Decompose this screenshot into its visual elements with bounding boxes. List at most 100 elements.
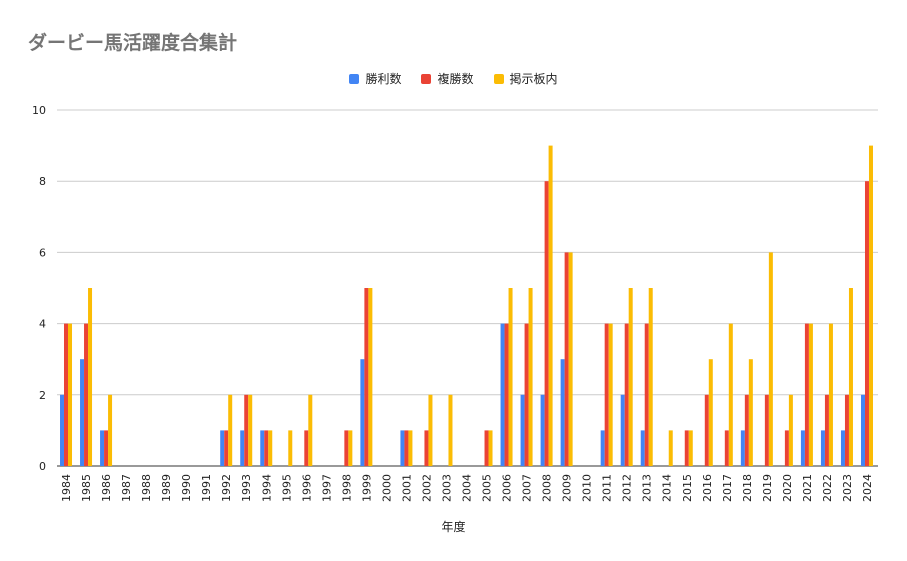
- x-tick-label: 1993: [240, 474, 253, 502]
- x-tick-label: 1994: [260, 474, 273, 502]
- board-bar: [508, 288, 513, 466]
- win-bar: [220, 430, 225, 466]
- x-tick-label: 1998: [340, 474, 353, 502]
- place-bar: [304, 430, 309, 466]
- win-bar: [100, 430, 105, 466]
- place-bar: [864, 181, 869, 466]
- x-tick-label: 2015: [681, 474, 694, 502]
- place-bar: [504, 323, 509, 466]
- place-bar: [804, 323, 809, 466]
- win-bar: [500, 323, 505, 466]
- x-tick-label: 2020: [781, 474, 794, 502]
- x-tick-label: 2009: [561, 474, 574, 502]
- legend-label-place: 複勝数: [437, 72, 474, 86]
- y-tick-label: 0: [39, 460, 46, 473]
- board-bar: [288, 430, 293, 466]
- x-tick-label: 2021: [801, 474, 814, 502]
- win-bar: [360, 359, 365, 466]
- place-bar: [244, 394, 249, 466]
- x-tick-label: 1996: [300, 474, 313, 502]
- x-tick-label: 2007: [521, 474, 534, 502]
- board-bar: [488, 430, 493, 466]
- x-tick-label: 2011: [601, 474, 614, 502]
- board-bar: [368, 288, 373, 466]
- legend-item-place[interactable]: 複勝数: [421, 70, 474, 87]
- board-bar: [688, 430, 693, 466]
- x-tick-label: 2012: [621, 474, 634, 502]
- x-tick-label: 1987: [120, 474, 133, 502]
- board-bar: [68, 323, 73, 466]
- x-tick-label: 2013: [641, 474, 654, 502]
- board-bar: [248, 394, 253, 466]
- x-tick-label: 1992: [220, 474, 233, 502]
- place-bar: [724, 430, 729, 466]
- board-bar: [348, 430, 353, 466]
- place-bar: [484, 430, 489, 466]
- board-bar: [848, 288, 853, 466]
- board-bar: [668, 430, 673, 466]
- board-bar: [268, 430, 273, 466]
- legend-swatch-win: [349, 73, 360, 84]
- place-bar: [844, 394, 849, 466]
- board-bar: [528, 288, 533, 466]
- x-tick-label: 1986: [100, 474, 113, 502]
- board-bar: [448, 394, 453, 466]
- place-bar: [824, 394, 829, 466]
- place-bar: [64, 323, 69, 466]
- win-bar: [80, 359, 85, 466]
- y-tick-label: 8: [39, 175, 46, 188]
- y-tick-label: 2: [39, 389, 46, 402]
- x-tick-label: 1988: [140, 474, 153, 502]
- legend-label-win: 勝利数: [365, 72, 402, 86]
- win-bar: [820, 430, 825, 466]
- place-bar: [704, 394, 709, 466]
- x-tick-label: 2018: [741, 474, 754, 502]
- x-tick-label: 2001: [400, 474, 413, 502]
- x-tick-label: 1997: [320, 474, 333, 502]
- y-tick-label: 4: [39, 318, 46, 331]
- legend-label-board: 掲示板内: [509, 72, 558, 86]
- chart-title: ダービー馬活躍度合集計: [28, 32, 238, 54]
- board-bar: [108, 394, 113, 466]
- board-bar: [768, 252, 773, 466]
- board-bar: [408, 430, 413, 466]
- x-tick-label: 2006: [501, 474, 514, 502]
- board-bar: [608, 323, 613, 466]
- board-bar: [428, 394, 433, 466]
- win-bar: [260, 430, 265, 466]
- place-bar: [544, 181, 549, 466]
- win-bar: [540, 394, 545, 466]
- board-bar: [728, 323, 733, 466]
- place-bar: [744, 394, 749, 466]
- place-bar: [764, 394, 769, 466]
- win-bar: [740, 430, 745, 466]
- board-bar: [868, 145, 873, 466]
- legend-item-board[interactable]: 掲示板内: [493, 70, 558, 87]
- place-bar: [604, 323, 609, 466]
- x-tick-label: 2019: [761, 474, 774, 502]
- place-bar: [624, 323, 629, 466]
- y-tick-label: 6: [39, 246, 46, 259]
- board-bar: [308, 394, 313, 466]
- board-bar: [788, 394, 793, 466]
- x-axis-ticks: 1984 1985 1986 1987 1988 1989 1990 1991 1992 1993…: [60, 474, 874, 502]
- place-bar: [364, 288, 369, 466]
- x-tick-label: 2024: [861, 474, 874, 502]
- x-tick-label: 1984: [60, 474, 73, 502]
- legend-item-win[interactable]: 勝利数: [349, 70, 401, 87]
- x-tick-label: 1999: [360, 474, 373, 502]
- x-tick-label: 1991: [200, 474, 213, 502]
- y-axis-ticks: 0 2 4 6 8 10: [32, 104, 46, 473]
- board-bar: [648, 288, 653, 466]
- win-bar: [520, 394, 525, 466]
- win-bar: [60, 394, 65, 466]
- board-bar: [808, 323, 813, 466]
- x-tick-label: 2016: [701, 474, 714, 502]
- place-bar: [424, 430, 429, 466]
- board-bar: [568, 252, 573, 466]
- win-bar: [640, 430, 645, 466]
- x-tick-label: 2010: [581, 474, 594, 502]
- board-bar: [708, 359, 713, 466]
- board-bar: [228, 394, 233, 466]
- x-tick-label: 1989: [160, 474, 173, 502]
